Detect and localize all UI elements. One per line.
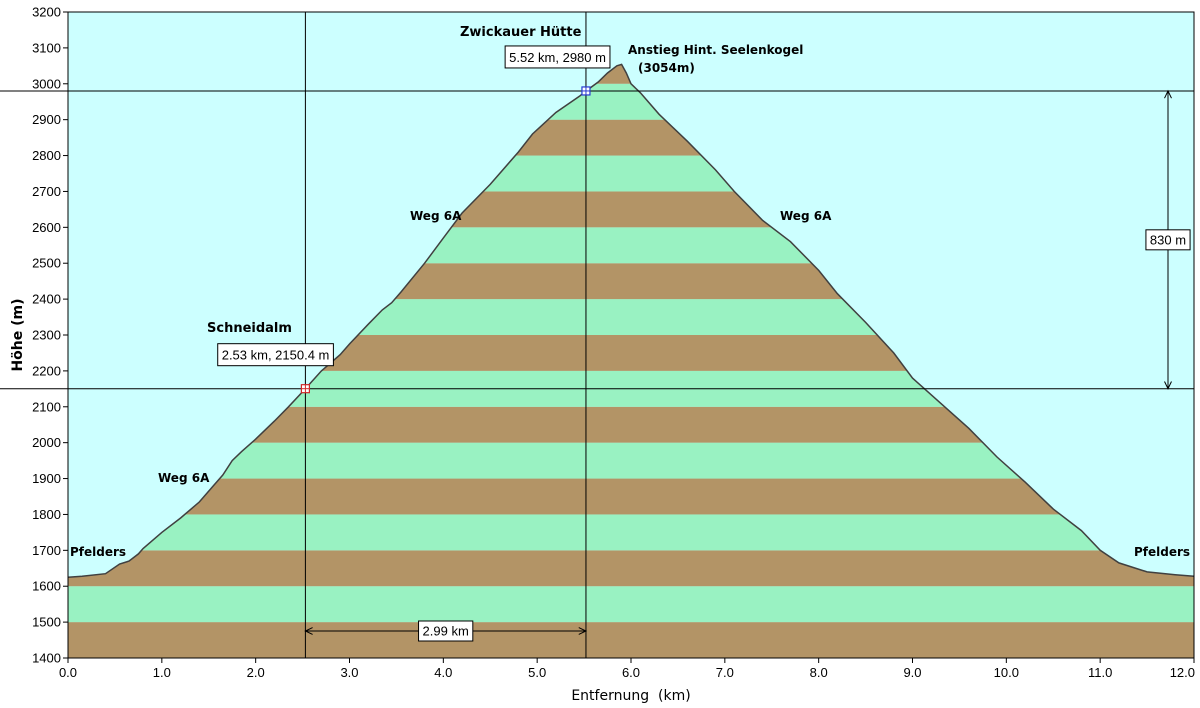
arrow-head: [304, 627, 313, 635]
svg-text:830 m: 830 m: [1150, 232, 1186, 247]
annotation-pfelders-right: Pfelders: [1134, 545, 1190, 559]
svg-text:2.99 km: 2.99 km: [423, 624, 469, 639]
x-tick-label: 4.0: [434, 665, 452, 680]
marker-coordinate-label: 2.53 km, 2150.4 m: [217, 343, 334, 367]
annotation-weg-lower-left: Weg 6A: [158, 471, 210, 485]
y-tick-label: 2500: [32, 256, 61, 271]
annotation-weg-upper-left: Weg 6A: [410, 209, 462, 223]
y-tick-label: 1700: [32, 543, 61, 558]
elevation-band: [68, 514, 1194, 551]
x-tick-label: 6.0: [622, 665, 640, 680]
annotation-schneidalm: Schneidalm: [207, 321, 292, 336]
x-tick-label: 10.0: [994, 665, 1019, 680]
x-axis-ticks: 0.0 1.0 2.0 3.0 4.0 5.0 6.0 7.0 8.0 9.0 10.0 11.0 12…: [59, 658, 1195, 680]
svg-text:2.53 km, 2150.4 m: 2.53 km, 2150.4 m: [222, 348, 330, 363]
y-tick-label: 1400: [32, 651, 61, 666]
annotation-anstieg-height: (3054m): [638, 61, 695, 75]
annotation-weg-right: Weg 6A: [780, 209, 832, 223]
y-tick-label: 2700: [32, 184, 61, 199]
y-tick-label: 2400: [32, 292, 61, 307]
x-tick-label: 3.0: [340, 665, 358, 680]
arrow-head: [578, 627, 588, 635]
y-tick-label: 2300: [32, 328, 61, 343]
y-tick-label: 2000: [32, 435, 61, 450]
y-axis-title: Höhe (m): [10, 298, 26, 371]
crosshair-lines: [0, 12, 1194, 658]
annotation-zwickauer-huette: Zwickauer Hütte: [460, 25, 582, 40]
y-tick-label: 3100: [32, 40, 61, 55]
y-tick-label: 2600: [32, 220, 61, 235]
y-tick-label: 2800: [32, 148, 61, 163]
x-axis-title: Entfernung (km): [571, 688, 690, 704]
annotation-pfelders-left: Pfelders: [70, 545, 126, 559]
elevation-band: [68, 586, 1194, 623]
x-tick-label: 2.0: [247, 665, 265, 680]
elevation-diff-label: 830 m: [1145, 229, 1191, 251]
annotation-anstieg: Anstieg Hint. Seelenkogel: [628, 43, 803, 57]
elevation-band: [68, 478, 1194, 515]
distance-label: 2.99 km: [418, 620, 474, 642]
y-tick-label: 1500: [32, 615, 61, 630]
x-tick-label: 5.0: [528, 665, 546, 680]
y-tick-label: 3200: [32, 5, 61, 20]
x-tick-label: 1.0: [153, 665, 171, 680]
x-tick-label: 7.0: [716, 665, 734, 680]
y-tick-label: 2100: [32, 399, 61, 414]
x-tick-label: 11.0: [1088, 665, 1112, 680]
y-tick-label: 1600: [32, 579, 61, 594]
profile-line: [67, 63, 1195, 579]
measurement-arrows: 2.99 km 830 m: [304, 89, 1191, 642]
x-tick-label: 12.0: [1170, 665, 1195, 680]
marker-coordinate-label: 5.52 km, 2980 m: [504, 45, 611, 69]
y-tick-label: 1800: [32, 507, 61, 522]
y-tick-label: 2900: [32, 112, 61, 127]
arrow-head: [1164, 381, 1172, 390]
elevation-band: [68, 622, 1194, 658]
elevation-band: [68, 550, 1194, 587]
y-tick-label: 2200: [32, 363, 61, 378]
y-axis-ticks: 1400 1500 1600 1700 1800 1900 2000 2100 2200 2300…: [32, 5, 68, 666]
x-tick-label: 8.0: [810, 665, 828, 680]
svg-text:5.52 km, 2980 m: 5.52 km, 2980 m: [509, 50, 606, 65]
y-tick-label: 3000: [32, 76, 61, 91]
arrow-head: [1164, 89, 1172, 99]
y-tick-label: 1900: [32, 471, 61, 486]
point-markers: 2.53 km, 2150.4 m 5.52 km, 2980 m: [217, 45, 611, 394]
x-tick-label: 9.0: [903, 665, 921, 680]
x-tick-label: 0.0: [59, 665, 77, 680]
